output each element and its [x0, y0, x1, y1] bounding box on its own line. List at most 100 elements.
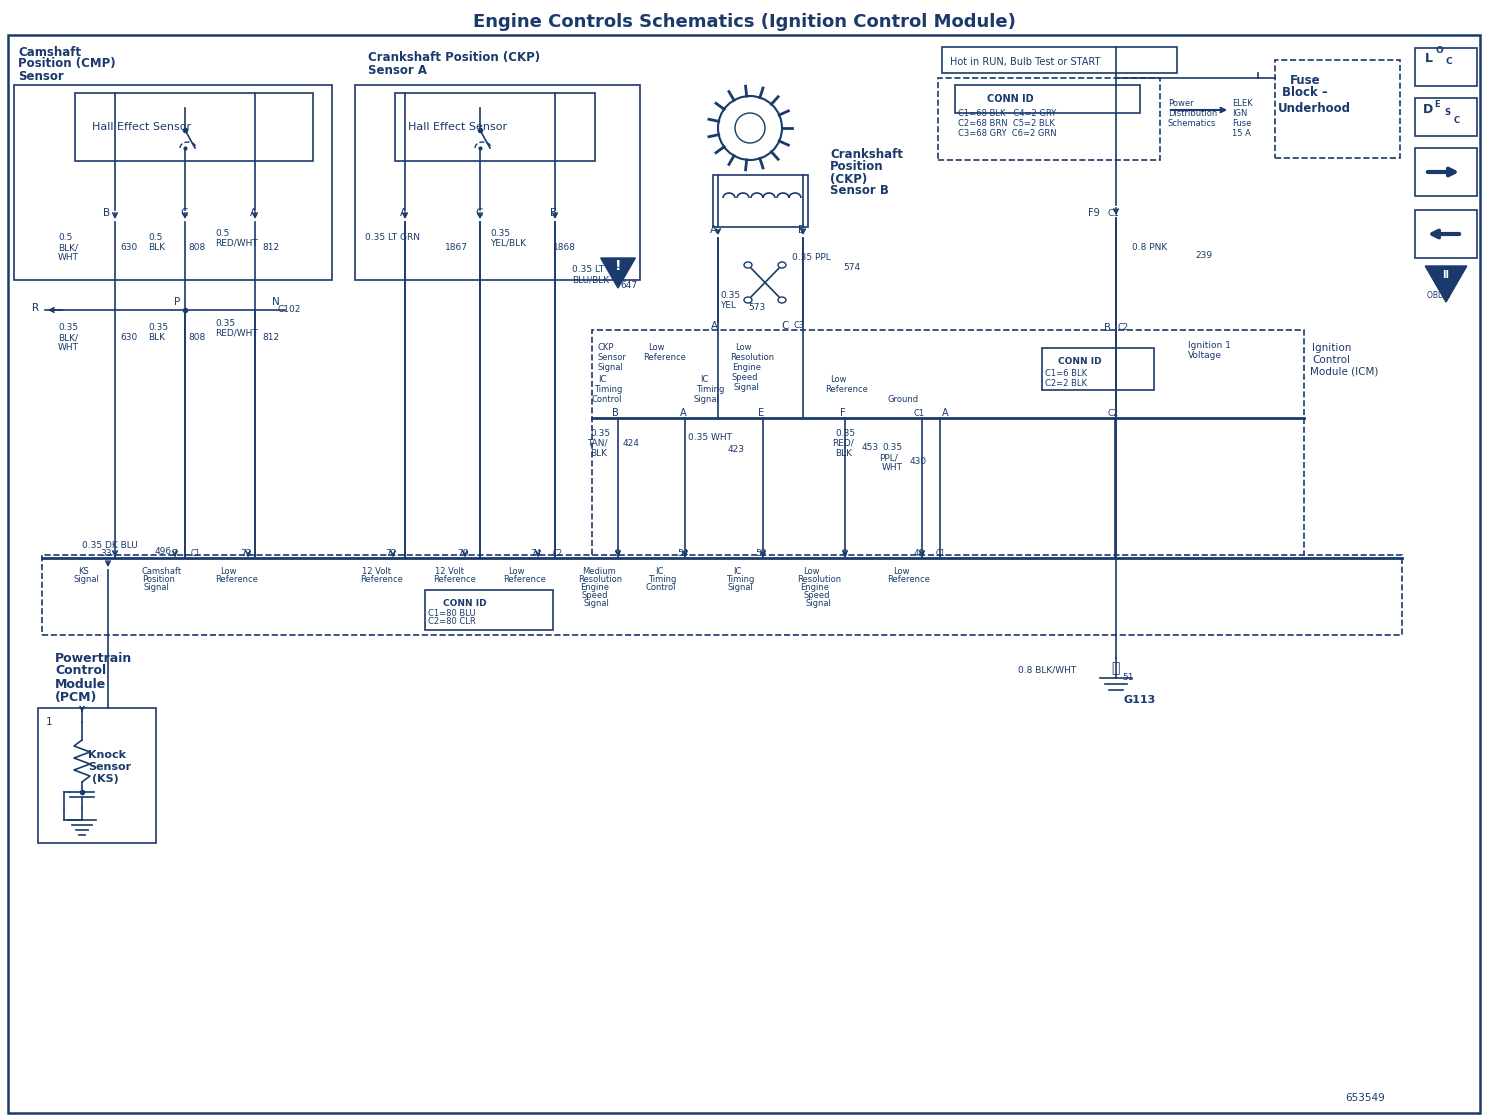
Text: Module: Module: [55, 678, 106, 691]
Text: C: C: [475, 208, 482, 218]
Text: Distribution: Distribution: [1168, 109, 1217, 118]
Text: Control: Control: [592, 395, 622, 404]
Text: A: A: [680, 408, 686, 418]
Bar: [1415, 99, 1478, 136]
Text: Resolution: Resolution: [798, 576, 841, 585]
Text: C2=80 CLR: C2=80 CLR: [429, 617, 476, 626]
Text: 8: 8: [841, 549, 847, 558]
Text: Timing: Timing: [647, 576, 677, 585]
Text: (PCM): (PCM): [55, 691, 97, 703]
Text: 812: 812: [262, 243, 280, 252]
Text: B: B: [798, 225, 805, 235]
Text: 653549: 653549: [1345, 1093, 1385, 1103]
Text: Hall Effect Sensor: Hall Effect Sensor: [92, 122, 190, 132]
Text: 574: 574: [844, 263, 860, 272]
Text: Engine: Engine: [801, 584, 829, 592]
Bar: [426, 590, 554, 629]
Text: 812: 812: [262, 334, 280, 343]
Text: A: A: [710, 225, 717, 235]
Text: Block –: Block –: [1283, 86, 1327, 100]
Text: C3: C3: [793, 321, 804, 330]
Text: E: E: [1434, 100, 1439, 109]
Text: Sensor: Sensor: [88, 762, 131, 772]
Text: 0.35 DK BLU: 0.35 DK BLU: [82, 541, 138, 550]
Text: Speed: Speed: [804, 591, 829, 600]
Bar: [942, 47, 1177, 73]
Text: Low: Low: [830, 375, 847, 384]
Text: Signal: Signal: [73, 576, 98, 585]
Text: 73: 73: [240, 549, 251, 558]
Text: Voltage: Voltage: [1187, 351, 1222, 360]
Text: WHT: WHT: [58, 344, 79, 353]
Text: 70: 70: [457, 549, 469, 558]
Text: F: F: [841, 408, 845, 418]
Text: ⏚: ⏚: [1112, 661, 1119, 675]
Text: Low: Low: [220, 568, 237, 577]
Text: 239: 239: [1195, 251, 1213, 260]
Text: !: !: [615, 259, 622, 273]
Text: 72: 72: [385, 549, 396, 558]
Text: Camshaft: Camshaft: [18, 46, 82, 58]
Text: C1: C1: [914, 409, 926, 418]
Text: 0.35: 0.35: [591, 429, 610, 438]
Text: 0.5: 0.5: [214, 228, 229, 237]
Text: N: N: [272, 297, 280, 307]
Text: 647: 647: [620, 280, 637, 289]
Text: 0.8 BLK/WHT: 0.8 BLK/WHT: [1018, 665, 1076, 674]
Text: BLK/: BLK/: [58, 243, 77, 252]
Text: Fuse: Fuse: [1290, 74, 1321, 86]
Text: Reference: Reference: [214, 576, 257, 585]
Text: A: A: [250, 208, 257, 218]
Text: Underhood: Underhood: [1278, 102, 1351, 114]
Text: CONN ID: CONN ID: [987, 94, 1033, 104]
Text: Resolution: Resolution: [731, 354, 774, 363]
Text: C3=68 GRY  C6=2 GRN: C3=68 GRY C6=2 GRN: [958, 129, 1056, 138]
Text: F9: F9: [1088, 208, 1100, 218]
Text: C: C: [781, 321, 789, 332]
Text: RED/WHT: RED/WHT: [214, 328, 257, 337]
Text: 1: 1: [46, 717, 52, 727]
Bar: [1415, 211, 1478, 258]
Text: C1=80 BLU: C1=80 BLU: [429, 608, 476, 617]
Text: BLK: BLK: [835, 448, 853, 457]
Text: D: D: [1423, 103, 1433, 116]
Text: BLK: BLK: [147, 243, 165, 252]
Text: Ignition: Ignition: [1312, 343, 1351, 353]
Text: IC: IC: [699, 375, 708, 384]
Text: Sensor B: Sensor B: [830, 185, 888, 197]
Text: Fuse: Fuse: [1232, 119, 1251, 128]
Text: C1: C1: [936, 549, 946, 558]
Text: 54: 54: [677, 549, 689, 558]
Text: Position: Position: [830, 160, 884, 174]
Text: 453: 453: [862, 444, 879, 452]
Text: Ignition 1: Ignition 1: [1187, 340, 1231, 349]
Text: Reference: Reference: [503, 576, 546, 585]
Text: B: B: [612, 408, 619, 418]
Text: 0.35: 0.35: [58, 324, 79, 333]
Text: Knock: Knock: [88, 750, 126, 760]
Text: 0.35 LT: 0.35 LT: [571, 265, 604, 274]
Text: C2=2 BLK: C2=2 BLK: [1045, 379, 1088, 388]
Text: BLK/: BLK/: [58, 334, 77, 343]
Text: C1: C1: [190, 549, 201, 558]
Bar: [955, 85, 1140, 113]
Text: 0.35: 0.35: [214, 318, 235, 327]
Text: 0.35 WHT: 0.35 WHT: [687, 433, 732, 442]
Text: 0.8 PNK: 0.8 PNK: [1132, 243, 1167, 252]
Text: 430: 430: [911, 457, 927, 467]
Text: Hot in RUN, Bulb Test or START: Hot in RUN, Bulb Test or START: [949, 57, 1100, 67]
Text: Engine: Engine: [732, 364, 760, 373]
Text: YEL: YEL: [720, 300, 737, 309]
Bar: [39, 708, 156, 843]
Text: B: B: [551, 208, 557, 218]
Bar: [1042, 348, 1155, 390]
Text: IC: IC: [598, 375, 607, 384]
Text: 12 Volt: 12 Volt: [434, 568, 464, 577]
Text: IGN: IGN: [1232, 109, 1247, 118]
Text: P: P: [174, 297, 180, 307]
Text: R: R: [33, 304, 39, 312]
Text: 0.5: 0.5: [58, 233, 73, 243]
Text: Signal: Signal: [583, 599, 610, 608]
Text: ELEK: ELEK: [1232, 99, 1253, 108]
Text: Speed: Speed: [582, 591, 609, 600]
